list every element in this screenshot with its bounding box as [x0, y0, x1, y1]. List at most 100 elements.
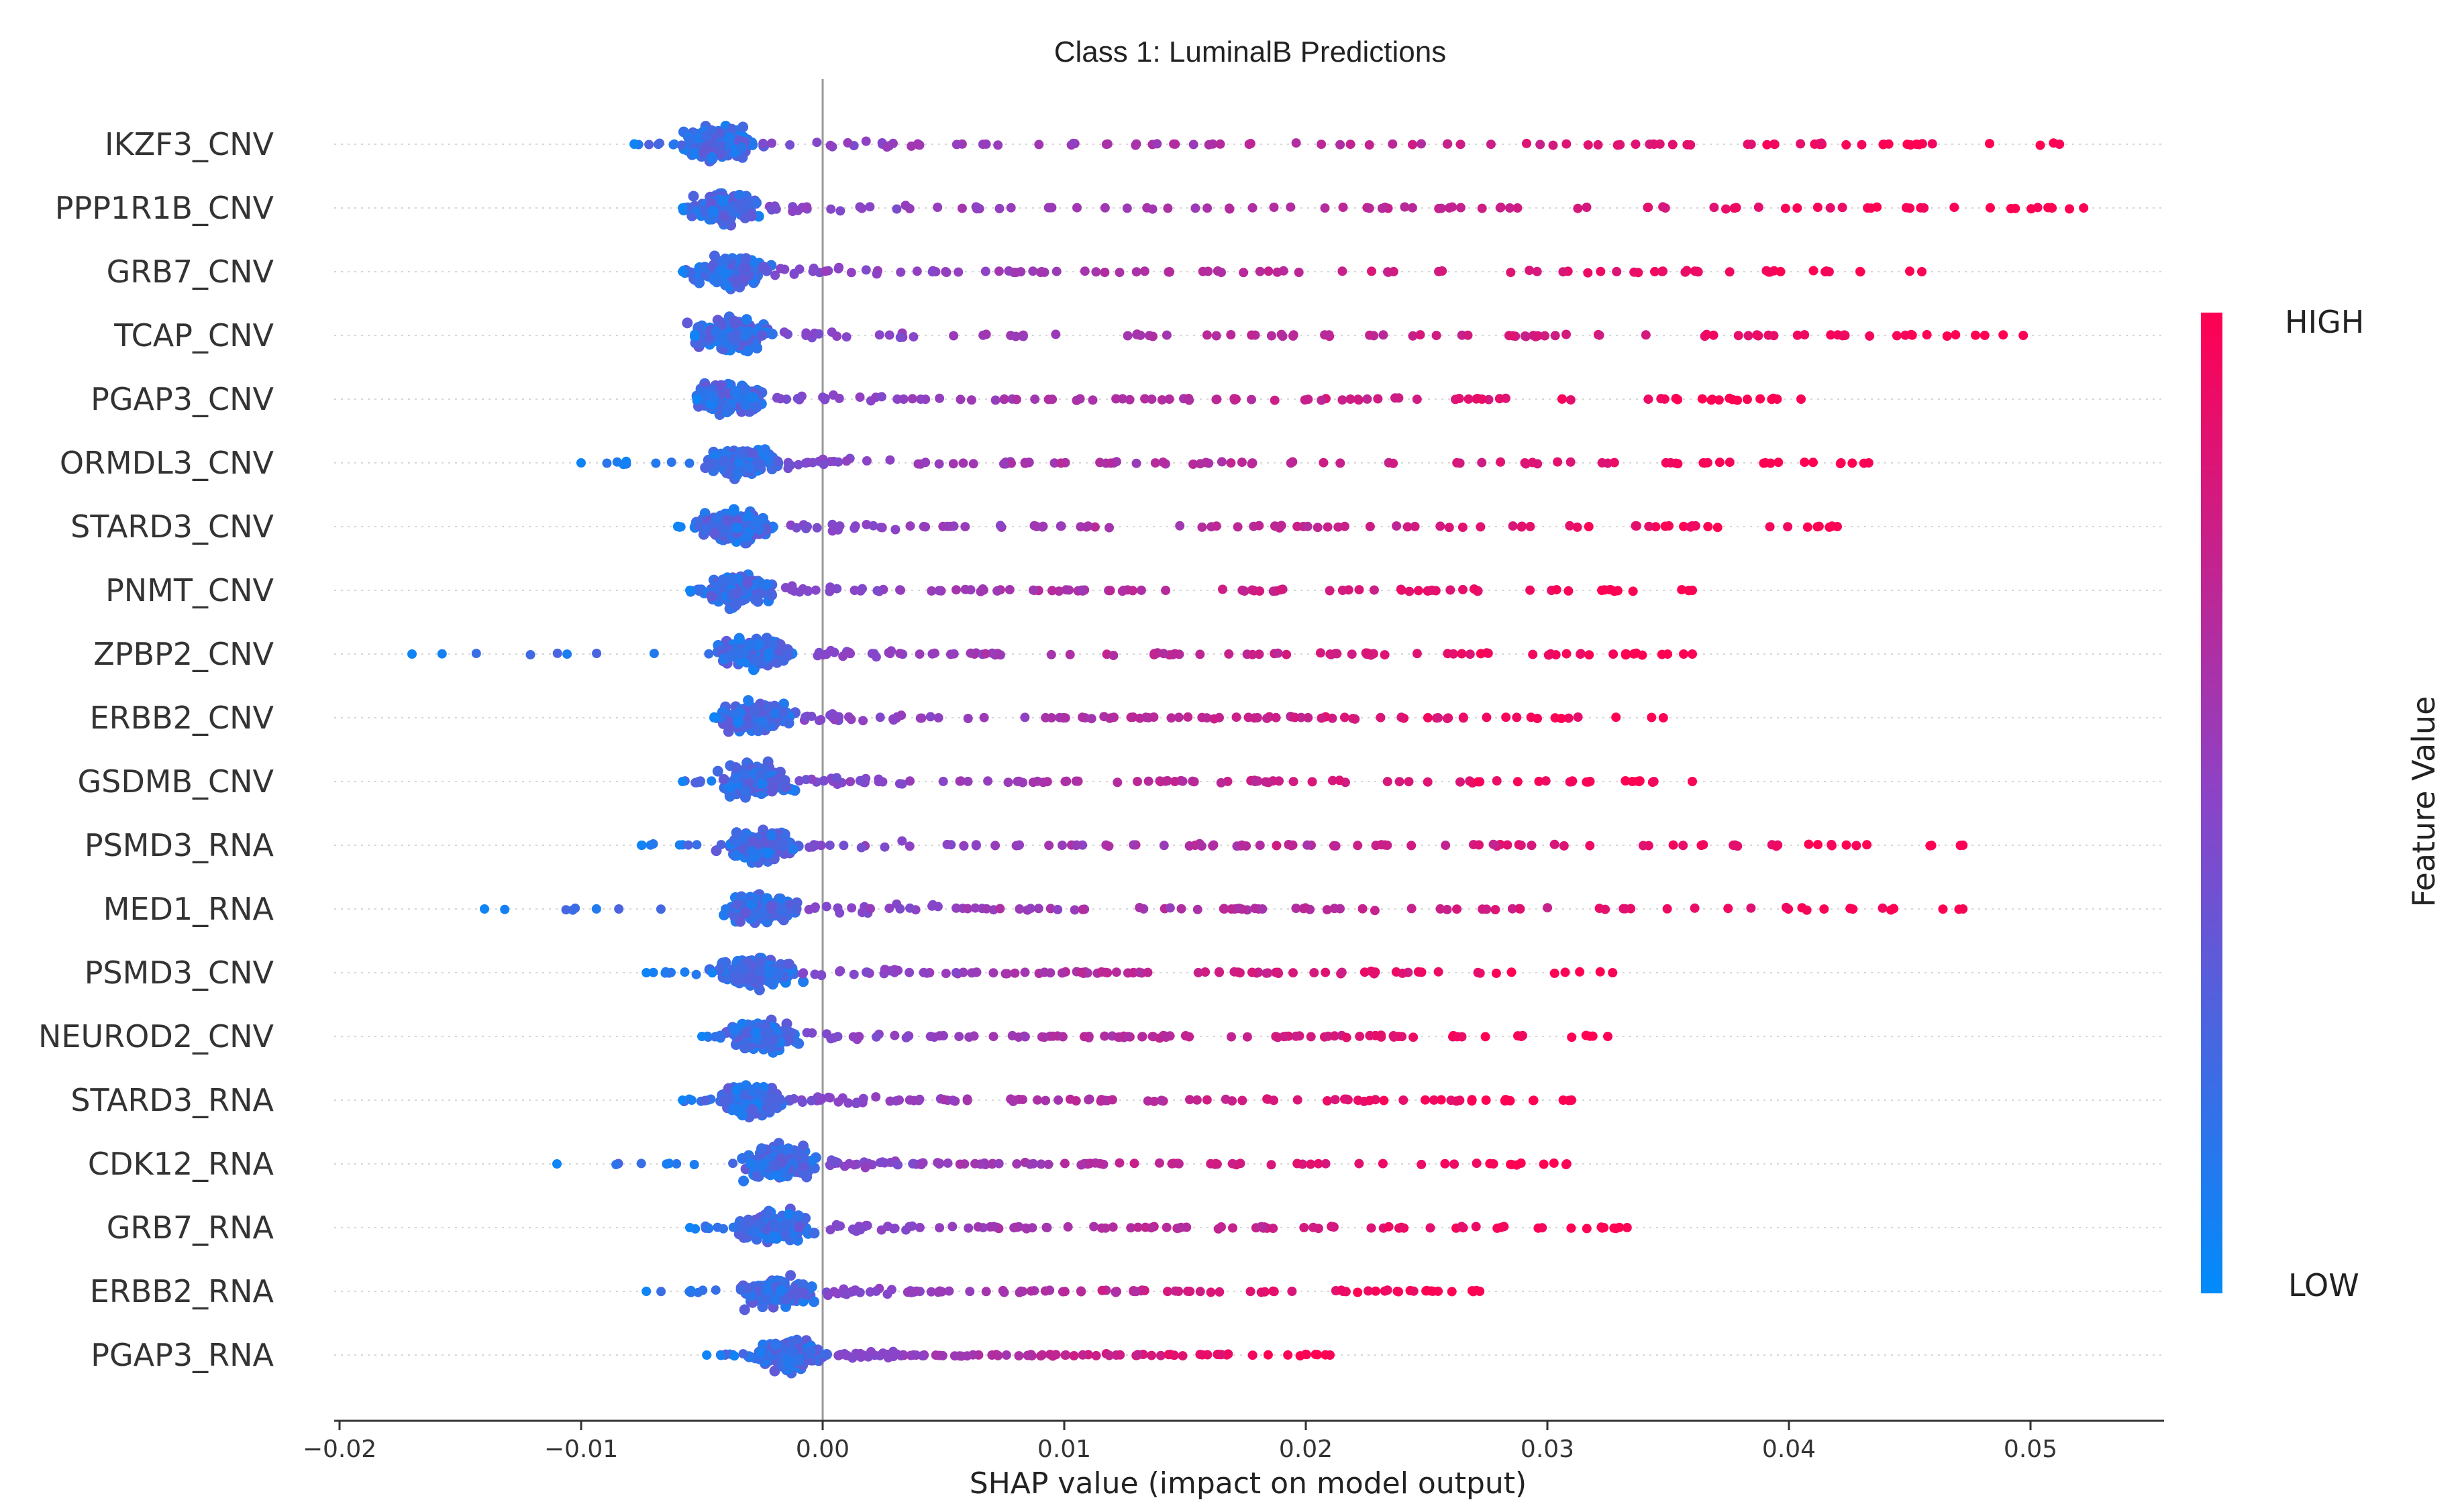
shap-point: [1512, 777, 1523, 787]
shap-point: [1559, 841, 1569, 851]
shap-point: [1077, 967, 1086, 977]
shap-point: [717, 197, 729, 208]
shap-point: [1370, 906, 1380, 916]
shap-point: [1143, 776, 1153, 786]
shap-point: [1878, 903, 1888, 913]
shap-point: [1217, 268, 1226, 278]
shap-point: [928, 900, 938, 910]
shap-point: [1131, 458, 1141, 468]
shap-point: [747, 139, 758, 150]
shap-point: [750, 892, 761, 904]
shap-point: [1054, 1095, 1064, 1105]
shap-point: [1594, 330, 1604, 340]
shap-point: [1043, 203, 1054, 213]
shap-point: [967, 968, 977, 978]
shap-point: [1765, 522, 1775, 532]
shap-point: [933, 203, 943, 212]
shap-point: [963, 714, 973, 723]
shap-point: [893, 1160, 903, 1170]
shap-point: [841, 456, 852, 466]
shap-point: [748, 837, 759, 848]
shap-point: [1650, 266, 1659, 276]
shap-point: [782, 650, 794, 661]
shap-point: [1227, 1159, 1237, 1169]
shap-point: [684, 458, 695, 468]
shap-point: [754, 769, 766, 780]
shap-point: [1528, 1095, 1538, 1106]
shap-point: [825, 1093, 835, 1103]
shap-point: [743, 462, 755, 474]
shap-point: [1141, 1222, 1150, 1232]
shap-point: [1714, 395, 1724, 405]
shap-point: [1247, 394, 1256, 405]
shap-point: [678, 267, 688, 276]
shap-point: [885, 455, 895, 465]
shap-point: [644, 140, 654, 150]
shap-point: [1558, 267, 1568, 277]
shap-point: [1057, 968, 1067, 978]
shap-point: [1274, 969, 1284, 978]
shap-point: [743, 510, 754, 522]
shap-point: [812, 138, 822, 148]
shap-point: [715, 380, 727, 391]
shap-point: [1505, 203, 1515, 213]
shap-point: [1188, 460, 1198, 469]
shap-point: [952, 140, 962, 150]
shap-point: [809, 1228, 820, 1239]
shap-point: [780, 264, 790, 274]
shap-point: [756, 778, 768, 790]
shap-point: [685, 1223, 695, 1232]
shap-point: [1472, 1159, 1482, 1169]
shap-point: [1505, 1095, 1515, 1106]
shap-point: [1174, 1223, 1184, 1233]
shap-point: [691, 969, 701, 979]
shap-point: [856, 843, 866, 853]
shap-point: [1412, 649, 1422, 659]
shap-point: [1440, 1159, 1450, 1169]
shap-point: [1101, 140, 1111, 150]
shap-point: [1565, 457, 1576, 467]
shap-point: [1354, 585, 1364, 595]
shap-point: [1612, 266, 1622, 276]
shap-point: [1239, 586, 1249, 596]
shap-point: [1628, 586, 1638, 596]
shap-point: [1313, 1159, 1323, 1169]
shap-point: [884, 330, 894, 340]
shap-point: [1679, 649, 1688, 659]
shap-point: [1203, 266, 1213, 276]
shap-point: [1010, 1222, 1020, 1232]
beeswarm-points: [407, 121, 2089, 1379]
shap-point: [1317, 395, 1327, 405]
shap-point: [1117, 586, 1127, 596]
shap-point: [1003, 777, 1013, 788]
shap-point: [994, 266, 1004, 276]
shap-point: [1517, 522, 1527, 532]
shap-point: [1164, 267, 1174, 276]
shap-point: [1215, 967, 1224, 977]
shap-point: [783, 959, 794, 970]
shap-point: [1863, 458, 1873, 468]
shap-point: [952, 903, 961, 913]
shap-point: [1565, 521, 1575, 531]
shap-point: [2055, 140, 2065, 149]
shap-point: [1046, 649, 1056, 659]
shap-point: [876, 1225, 886, 1235]
shap-point: [939, 1095, 949, 1105]
shap-point: [2010, 203, 2020, 213]
shap-point: [1752, 330, 1762, 340]
shap-point: [1004, 266, 1014, 276]
shap-point: [947, 1222, 958, 1232]
shap-point: [1013, 776, 1023, 786]
shap-point: [1300, 395, 1310, 405]
shap-point: [1549, 839, 1559, 849]
shap-point: [970, 1159, 980, 1169]
shap-point: [1725, 267, 1735, 277]
shap-point: [731, 587, 743, 598]
shap-point: [1071, 776, 1081, 786]
shap-point: [1492, 776, 1502, 786]
shap-point: [1064, 585, 1074, 595]
shap-point: [860, 1163, 870, 1173]
shap-point: [819, 460, 829, 470]
shap-point: [1404, 586, 1415, 596]
shap-point: [1384, 1222, 1394, 1232]
